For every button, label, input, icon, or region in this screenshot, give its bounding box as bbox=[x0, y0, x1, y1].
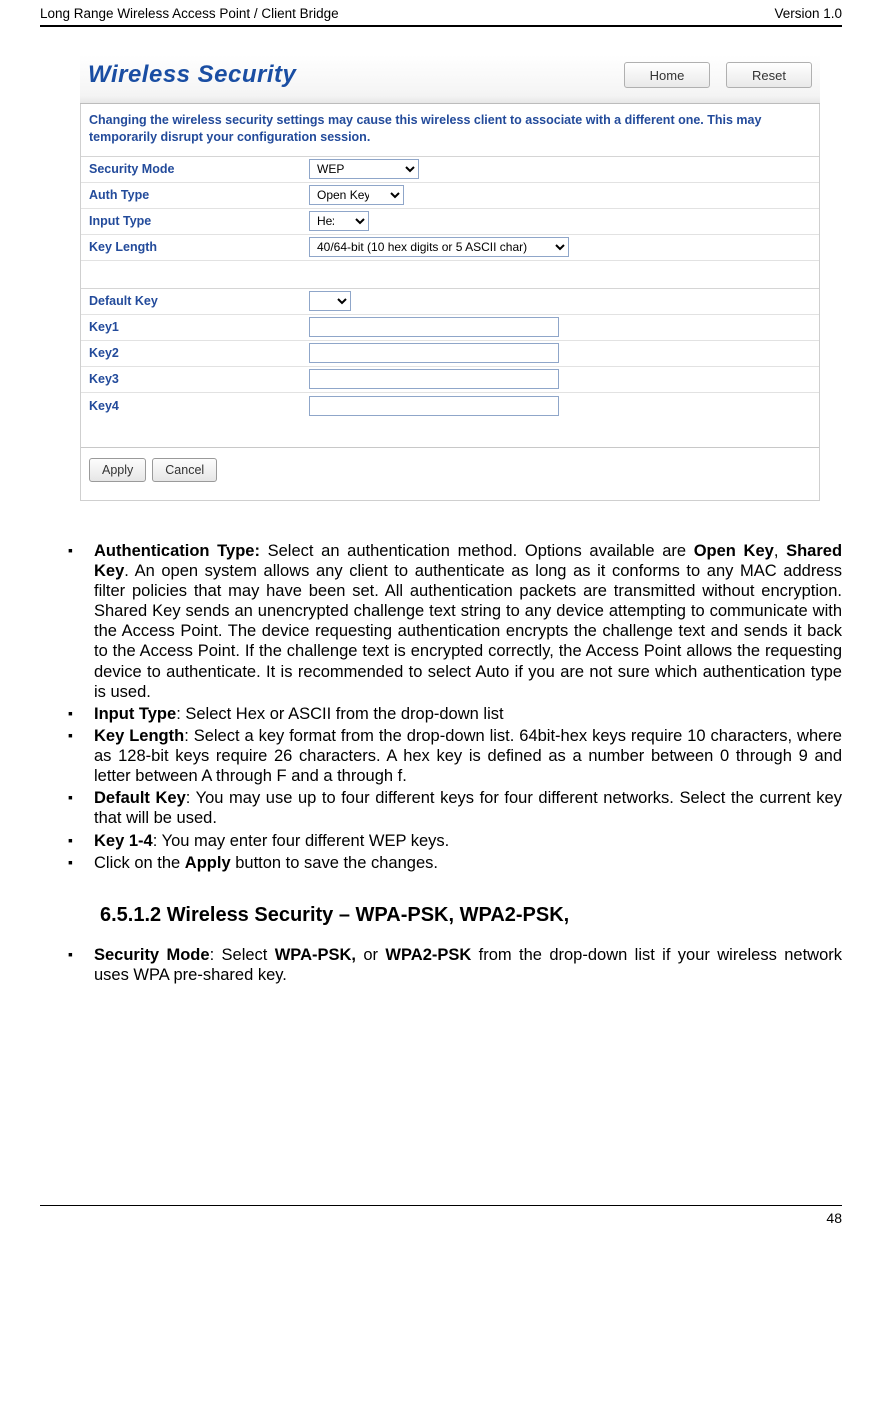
home-button[interactable]: Home bbox=[624, 62, 710, 88]
select-auth-type[interactable]: Open Key bbox=[309, 185, 404, 205]
apply-button[interactable]: Apply bbox=[89, 458, 146, 482]
label-key1: Key1 bbox=[89, 320, 309, 334]
panel-title: Wireless Security bbox=[88, 61, 296, 89]
lead-auth-type: Authentication Type: bbox=[94, 542, 260, 560]
bullet-input-type: Input Type: Select Hex or ASCII from the… bbox=[68, 704, 842, 724]
document-body: Authentication Type: Select an authentic… bbox=[40, 541, 842, 986]
bullet-security-mode: Security Mode: Select WPA-PSK, or WPA2-P… bbox=[68, 945, 842, 985]
row-input-type: Input Type Hex bbox=[81, 209, 819, 235]
page-footer: 48 bbox=[40, 1205, 842, 1226]
row-key-length: Key Length 40/64-bit (10 hex digits or 5… bbox=[81, 235, 819, 261]
row-key3: Key3 bbox=[81, 367, 819, 393]
warning-text: Changing the wireless security settings … bbox=[81, 104, 819, 157]
select-security-mode[interactable]: WEP bbox=[309, 159, 419, 179]
doc-header-right: Version 1.0 bbox=[774, 6, 842, 21]
bullet-auth-type: Authentication Type: Select an authentic… bbox=[68, 541, 842, 702]
bullet-default-key: Default Key: You may use up to four diff… bbox=[68, 788, 842, 828]
row-default-key: Default Key 1 bbox=[81, 289, 819, 315]
label-auth-type: Auth Type bbox=[89, 188, 309, 202]
input-key1[interactable] bbox=[309, 317, 559, 337]
label-key2: Key2 bbox=[89, 346, 309, 360]
page-number: 48 bbox=[826, 1210, 842, 1226]
row-key2: Key2 bbox=[81, 341, 819, 367]
row-key1: Key1 bbox=[81, 315, 819, 341]
input-key3[interactable] bbox=[309, 369, 559, 389]
reset-button[interactable]: Reset bbox=[726, 62, 812, 88]
input-key4[interactable] bbox=[309, 396, 559, 416]
row-security-mode: Security Mode WEP bbox=[81, 157, 819, 183]
label-input-type: Input Type bbox=[89, 214, 309, 228]
bullet-key-1-4: Key 1-4: You may enter four different WE… bbox=[68, 831, 842, 851]
input-key2[interactable] bbox=[309, 343, 559, 363]
label-security-mode: Security Mode bbox=[89, 162, 309, 176]
select-key-length[interactable]: 40/64-bit (10 hex digits or 5 ASCII char… bbox=[309, 237, 569, 257]
label-key-length: Key Length bbox=[89, 240, 309, 254]
panel-titlebar: Wireless Security Home Reset bbox=[80, 55, 820, 104]
select-default-key[interactable]: 1 bbox=[309, 291, 351, 311]
row-key4: Key4 bbox=[81, 393, 819, 419]
wireless-security-panel: Wireless Security Home Reset Changing th… bbox=[80, 55, 820, 501]
section-heading-6-5-1-2: 6.5.1.2 Wireless Security – WPA-PSK, WPA… bbox=[100, 903, 842, 927]
doc-header-left: Long Range Wireless Access Point / Clien… bbox=[40, 6, 339, 21]
doc-header: Long Range Wireless Access Point / Clien… bbox=[40, 0, 842, 27]
select-input-type[interactable]: Hex bbox=[309, 211, 369, 231]
bullet-key-length: Key Length: Select a key format from the… bbox=[68, 726, 842, 786]
label-key4: Key4 bbox=[89, 399, 309, 413]
row-auth-type: Auth Type Open Key bbox=[81, 183, 819, 209]
cancel-button[interactable]: Cancel bbox=[152, 458, 217, 482]
spacer-row bbox=[81, 261, 819, 289]
bullet-apply: Click on the Apply button to save the ch… bbox=[68, 853, 842, 873]
label-default-key: Default Key bbox=[89, 294, 309, 308]
label-key3: Key3 bbox=[89, 372, 309, 386]
